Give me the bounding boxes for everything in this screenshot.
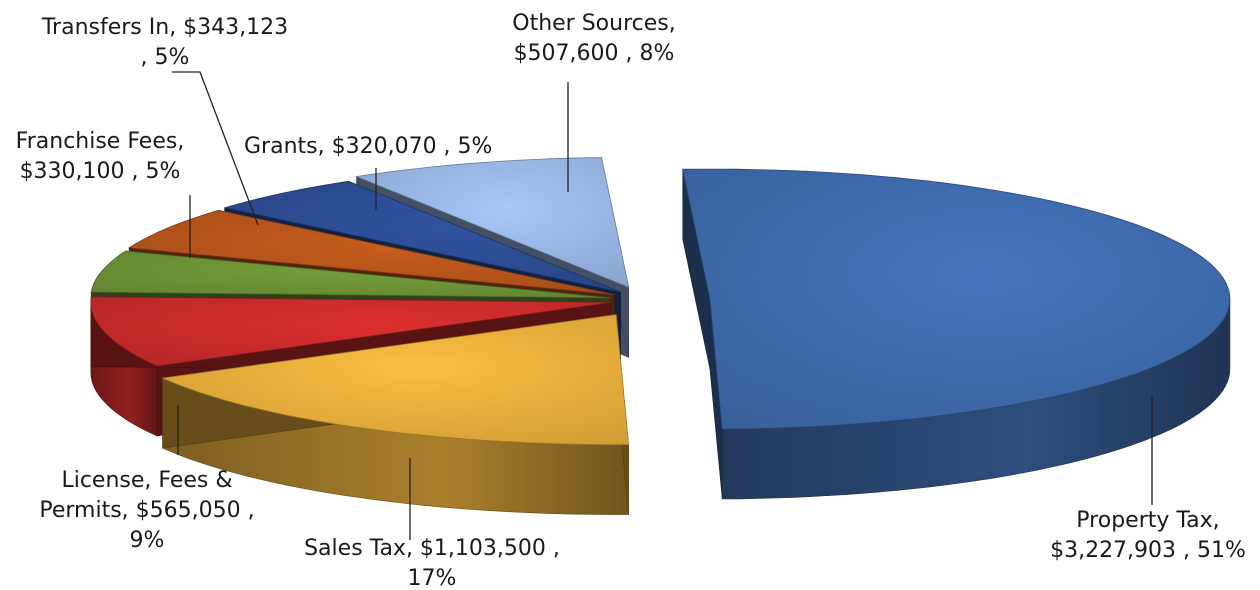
data-label-sales-tax: Sales Tax, $1,103,500 ,	[304, 536, 560, 561]
slice-license-fees-and-permits	[90, 296, 611, 367]
data-labels: Property Tax, $3,227,903 , 51% Sales Tax, …	[16, 11, 1246, 590]
slice-other-sources	[354, 157, 630, 288]
data-label-other-sources: $507,600 , 8%	[514, 41, 675, 66]
slice-transfers-in	[127, 209, 615, 296]
data-label-sales-tax: 17%	[408, 566, 457, 590]
data-label-franchise-fees: Franchise Fees,	[16, 129, 185, 154]
data-label-grants: Grants, $320,070 , 5%	[244, 134, 492, 159]
slice-franchise-fees	[90, 250, 611, 299]
slice-sales-tax	[161, 314, 629, 445]
data-label-property-tax: Property Tax,	[1076, 508, 1219, 533]
leader-line-transfers-in	[172, 71, 259, 226]
data-label-license-fees-and-permits: Permits, $565,050 ,	[39, 498, 254, 523]
data-label-other-sources: Other Sources,	[512, 11, 675, 36]
data-label-license-fees-and-permits: License, Fees &	[61, 468, 232, 493]
data-label-property-tax: $3,227,903 , 51%	[1050, 538, 1246, 563]
data-label-transfers-in: Transfers In, $343,123	[41, 15, 288, 40]
data-label-transfers-in: , 5%	[141, 45, 190, 70]
slice-grants	[224, 180, 621, 293]
data-label-franchise-fees: $330,100 , 5%	[20, 159, 181, 184]
slice-tops	[90, 157, 1231, 445]
data-label-license-fees-and-permits: 9%	[130, 528, 165, 553]
slice-property-tax	[682, 168, 1231, 430]
